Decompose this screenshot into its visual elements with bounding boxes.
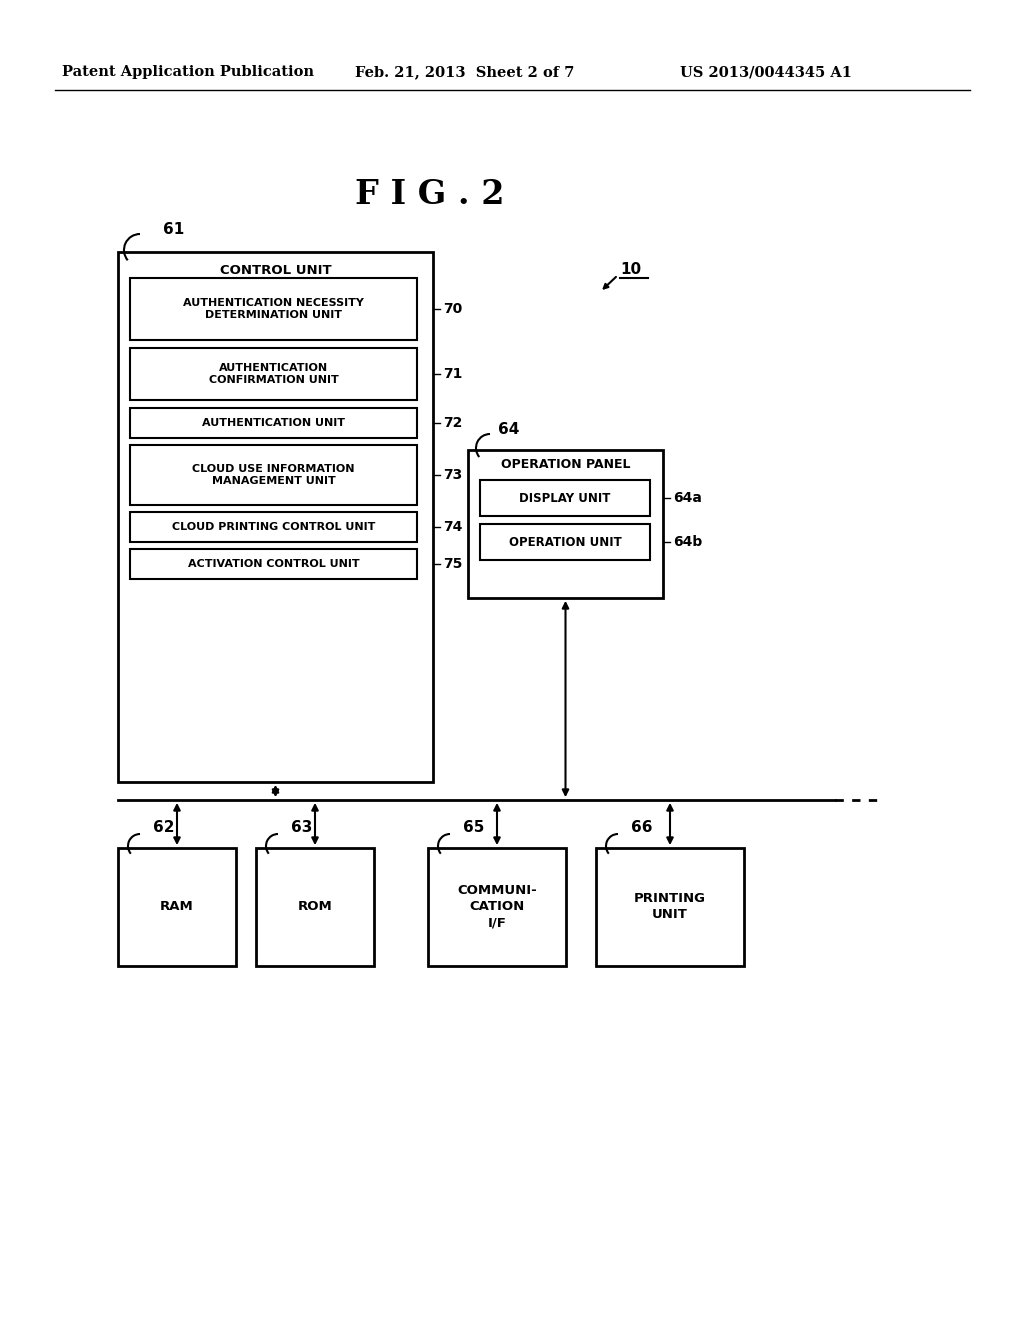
Text: OPERATION PANEL: OPERATION PANEL <box>501 458 630 471</box>
Bar <box>130 408 417 438</box>
Text: AUTHENTICATION
CONFIRMATION UNIT: AUTHENTICATION CONFIRMATION UNIT <box>209 363 338 385</box>
Text: COMMUNI-
CATION
I/F: COMMUNI- CATION I/F <box>457 884 537 929</box>
Text: 66: 66 <box>631 821 652 836</box>
Text: 64a: 64a <box>673 491 701 506</box>
Text: 63: 63 <box>291 821 312 836</box>
Text: CLOUD PRINTING CONTROL UNIT: CLOUD PRINTING CONTROL UNIT <box>172 521 375 532</box>
Bar <box>118 847 236 966</box>
Text: 74: 74 <box>443 520 463 535</box>
Text: OPERATION UNIT: OPERATION UNIT <box>509 536 622 549</box>
Text: DISPLAY UNIT: DISPLAY UNIT <box>519 491 610 504</box>
Text: PRINTING
UNIT: PRINTING UNIT <box>634 892 706 921</box>
Text: 64: 64 <box>498 422 519 437</box>
Bar <box>130 549 417 579</box>
Bar <box>596 847 744 966</box>
Text: Patent Application Publication: Patent Application Publication <box>62 65 314 79</box>
Bar <box>130 348 417 400</box>
Text: 10: 10 <box>620 263 641 277</box>
Bar <box>468 450 663 598</box>
Text: RAM: RAM <box>160 900 194 913</box>
Text: AUTHENTICATION NECESSITY
DETERMINATION UNIT: AUTHENTICATION NECESSITY DETERMINATION U… <box>183 298 364 321</box>
Text: 64b: 64b <box>673 535 702 549</box>
Text: 61: 61 <box>163 223 184 238</box>
Text: 75: 75 <box>443 557 463 572</box>
Text: 65: 65 <box>463 821 484 836</box>
Bar <box>130 445 417 506</box>
Text: CONTROL UNIT: CONTROL UNIT <box>220 264 332 276</box>
Text: ROM: ROM <box>298 900 333 913</box>
Bar <box>256 847 374 966</box>
Bar <box>130 279 417 341</box>
Text: 72: 72 <box>443 416 463 430</box>
Text: 62: 62 <box>153 821 174 836</box>
Text: ACTIVATION CONTROL UNIT: ACTIVATION CONTROL UNIT <box>187 558 359 569</box>
Bar <box>480 480 650 516</box>
Bar <box>480 524 650 560</box>
Text: 70: 70 <box>443 302 462 315</box>
Bar <box>118 252 433 781</box>
Text: Feb. 21, 2013  Sheet 2 of 7: Feb. 21, 2013 Sheet 2 of 7 <box>355 65 574 79</box>
Text: CLOUD USE INFORMATION
MANAGEMENT UNIT: CLOUD USE INFORMATION MANAGEMENT UNIT <box>193 463 354 486</box>
Bar <box>130 512 417 543</box>
Text: 71: 71 <box>443 367 463 381</box>
Text: F I G . 2: F I G . 2 <box>355 178 505 211</box>
Text: AUTHENTICATION UNIT: AUTHENTICATION UNIT <box>202 418 345 428</box>
Bar <box>428 847 566 966</box>
Text: 73: 73 <box>443 469 462 482</box>
Text: US 2013/0044345 A1: US 2013/0044345 A1 <box>680 65 852 79</box>
